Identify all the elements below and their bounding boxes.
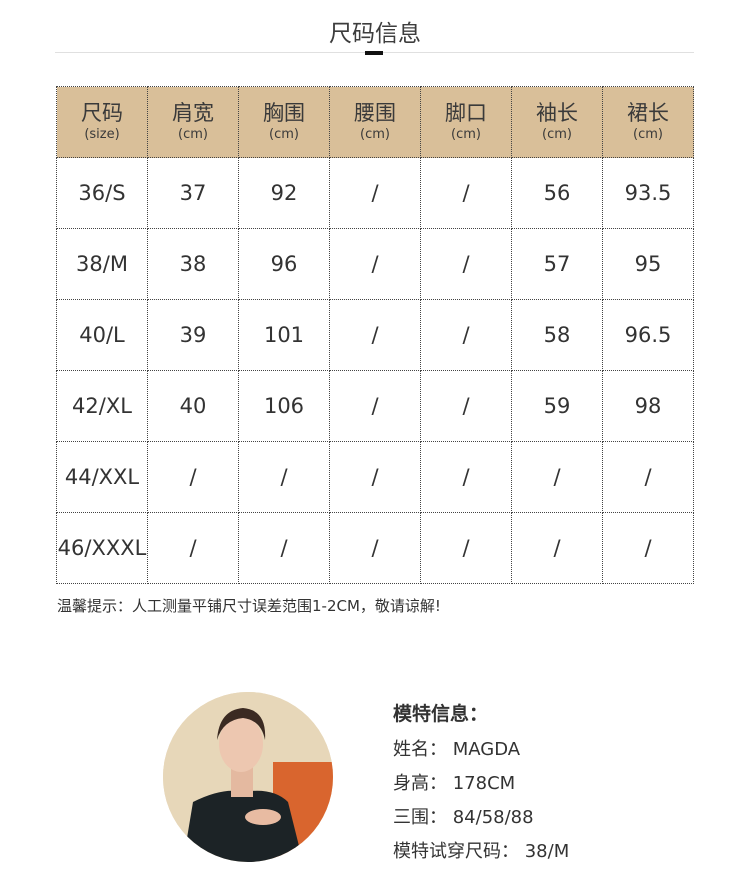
model-info: 模特信息： 姓名： MAGDA 身高： 178CM 三围： 84/58/88 模… <box>393 697 569 869</box>
table-cell: / <box>420 157 512 229</box>
column-header: 尺码 (size) <box>56 86 148 158</box>
table-cell: 40 <box>147 370 239 442</box>
table-cell: 37 <box>147 157 239 229</box>
table-cell: / <box>511 441 603 513</box>
table-cell: / <box>602 441 694 513</box>
table-cell: / <box>420 370 512 442</box>
table-cell: / <box>147 441 239 513</box>
table-cell: 58 <box>511 299 603 371</box>
table-cell: 44/XXL <box>56 441 148 513</box>
column-header-label: 胸围 <box>263 101 305 125</box>
table-cell: 96.5 <box>602 299 694 371</box>
table-cell: 92 <box>238 157 330 229</box>
table-cell: / <box>329 441 421 513</box>
column-header: 脚口 (cm) <box>420 86 512 158</box>
table-row: 38/M 38 96//57 95 <box>56 228 694 300</box>
column-header-unit: (cm) <box>360 127 390 142</box>
column-header-unit: (cm) <box>178 127 208 142</box>
table-cell: 57 <box>511 228 603 300</box>
table-cell: / <box>420 228 512 300</box>
table-cell: 46/XXXL <box>56 512 148 584</box>
table-cell: / <box>329 299 421 371</box>
column-header-unit: (cm) <box>269 127 299 142</box>
table-cell: 95 <box>602 228 694 300</box>
table-cell: 98 <box>602 370 694 442</box>
table-cell: 56 <box>511 157 603 229</box>
table-cell: / <box>420 441 512 513</box>
model-height: 身高： 178CM <box>393 773 516 794</box>
table-row: 46/XXXL / / / / / / <box>56 512 694 584</box>
table-cell: / <box>420 299 512 371</box>
table-cell: / <box>329 228 421 300</box>
table-cell: 96 <box>238 228 330 300</box>
column-header-label: 裙长 <box>627 101 669 125</box>
table-cell: 106 <box>238 370 330 442</box>
column-header: 袖长 (cm) <box>511 86 603 158</box>
section-title: 尺码信息 <box>329 21 421 47</box>
column-header-unit: (cm) <box>542 127 572 142</box>
measurement-note: 温馨提示：人工测量平铺尺寸误差范围1-2CM，敬请谅解! <box>57 597 441 615</box>
table-cell: / <box>238 441 330 513</box>
table-cell: / <box>238 512 330 584</box>
column-header-label: 肩宽 <box>172 101 214 125</box>
table-row: 40/L 39 101//58 96.5 <box>56 299 694 371</box>
column-header-unit: (cm) <box>633 127 663 142</box>
table-cell: 40/L <box>56 299 148 371</box>
table-cell: / <box>329 370 421 442</box>
table-header-row: 尺码 (size) 肩宽 (cm) 胸围 (cm) 腰围 (cm) 脚口 (cm) 袖长 (cm) 裙长… <box>56 86 694 158</box>
column-header-label: 脚口 <box>445 101 487 125</box>
table-cell: 42/XL <box>56 370 148 442</box>
table-cell: 39 <box>147 299 239 371</box>
table-row: 36/S 37 92//56 93.5 <box>56 157 694 229</box>
table-cell: / <box>511 512 603 584</box>
model-name: 姓名： MAGDA <box>393 739 521 760</box>
column-header-unit: (size) <box>84 127 120 142</box>
column-header-label: 腰围 <box>354 101 396 125</box>
table-cell: / <box>420 512 512 584</box>
table-cell: 38/M <box>56 228 148 300</box>
model-photo-image <box>163 692 333 862</box>
table-cell: 93.5 <box>602 157 694 229</box>
table-cell: / <box>602 512 694 584</box>
column-header-label: 尺码 <box>81 101 123 125</box>
table-row: 42/XL 40 106//59 98 <box>56 370 694 442</box>
column-header-unit: (cm) <box>451 127 481 142</box>
table-cell: 59 <box>511 370 603 442</box>
column-header: 裙长 (cm) <box>602 86 694 158</box>
column-header: 胸围 (cm) <box>238 86 330 158</box>
title-underline <box>365 51 383 55</box>
model-photo <box>163 692 333 862</box>
size-table: 尺码 (size) 肩宽 (cm) 胸围 (cm) 腰围 (cm) 脚口 (cm) 袖长 (cm) 裙长… <box>56 86 694 584</box>
table-cell: 36/S <box>56 157 148 229</box>
column-header: 腰围 (cm) <box>329 86 421 158</box>
column-header: 肩宽 (cm) <box>147 86 239 158</box>
table-cell: / <box>329 512 421 584</box>
model-size: 模特试穿尺码： 38/M <box>393 841 570 862</box>
table-cell: 38 <box>147 228 239 300</box>
column-header-label: 袖长 <box>536 101 578 125</box>
table-cell: / <box>329 157 421 229</box>
table-row: 44/XXL / / / / / / <box>56 441 694 513</box>
model-measurements: 三围： 84/58/88 <box>393 807 534 828</box>
table-cell: / <box>147 512 239 584</box>
table-cell: 101 <box>238 299 330 371</box>
model-info-heading: 模特信息： <box>393 703 489 725</box>
